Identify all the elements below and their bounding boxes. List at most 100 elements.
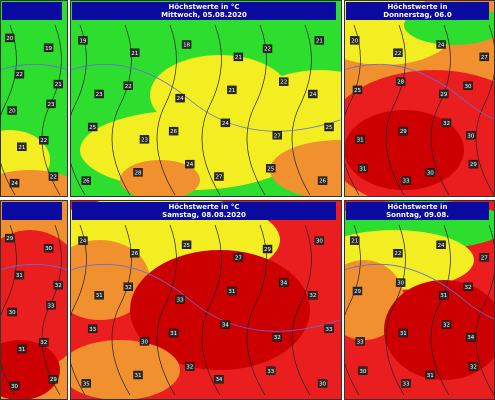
station-box — [39, 338, 49, 347]
panel-frame — [70, 0, 342, 197]
station-value: 25 — [267, 166, 274, 172]
station-value: 20 — [351, 38, 358, 44]
station-value: 30 — [465, 84, 472, 90]
station-box — [466, 131, 476, 140]
station-value: 31 — [400, 331, 407, 337]
station-box — [168, 126, 179, 136]
station-box — [87, 122, 98, 132]
station-box — [395, 77, 406, 86]
border-line — [201, 24, 222, 196]
border-line — [385, 224, 406, 396]
station-value: 27 — [235, 255, 242, 261]
station-box — [401, 176, 411, 185]
station-value: 24 — [438, 43, 445, 49]
station-value: 23 — [96, 92, 103, 98]
panel-title: Höchstwerte in °C — [169, 3, 240, 11]
river — [70, 63, 341, 132]
station-box — [175, 295, 185, 304]
station-value: 22 — [394, 51, 401, 57]
station-box — [227, 85, 237, 95]
station-box — [395, 278, 406, 287]
panel-date: Mittwoch, 05.08.2020 — [161, 11, 247, 19]
station-value: 21 — [351, 239, 358, 245]
temperature-zone — [70, 240, 150, 320]
border-line — [70, 224, 87, 396]
station-box — [214, 375, 224, 384]
station-value: 33 — [326, 327, 333, 333]
station-value: 23 — [48, 102, 55, 108]
title-bar — [72, 202, 336, 220]
panel-date: Sonntag, 09.08. — [386, 211, 449, 219]
station-value: 31 — [359, 166, 366, 172]
river — [344, 263, 495, 320]
station-box — [220, 320, 231, 329]
station-box — [133, 370, 143, 380]
station-box — [181, 240, 192, 250]
station-box — [185, 362, 195, 371]
station-box — [308, 291, 318, 300]
station-box — [48, 172, 59, 181]
station-value: 24 — [11, 181, 18, 187]
title-bar — [2, 202, 62, 220]
station-box — [358, 164, 368, 173]
station-box — [439, 89, 449, 99]
station-value: 32 — [274, 335, 281, 341]
station-box — [53, 280, 63, 290]
border-line — [430, 24, 451, 196]
station-box — [393, 248, 403, 258]
station-value: 30 — [11, 384, 18, 390]
station-value: 30 — [319, 381, 326, 387]
station-value: 33 — [177, 297, 184, 303]
station-box — [130, 48, 140, 57]
station-box — [53, 79, 63, 89]
border-line — [430, 224, 451, 396]
river — [0, 263, 68, 271]
border-line — [385, 24, 406, 196]
station-value: 28 — [135, 170, 142, 176]
station-box — [43, 43, 54, 52]
station-box — [355, 337, 365, 346]
station-value: 20 — [9, 109, 16, 115]
station-value: 25 — [354, 88, 361, 94]
panel-title: Höchstwerte in — [388, 203, 448, 211]
station-box — [466, 333, 476, 342]
station-value: 18 — [183, 43, 190, 49]
station-box — [436, 40, 446, 49]
station-value: 26 — [170, 129, 177, 135]
station-box — [46, 99, 56, 109]
station-box — [46, 301, 56, 310]
station-box — [9, 381, 20, 391]
station-value: 21 — [228, 88, 235, 94]
station-box — [463, 282, 473, 291]
station-value: 24 — [222, 121, 229, 127]
station-box — [130, 248, 140, 258]
station-value: 32 — [465, 285, 472, 291]
station-box — [7, 307, 17, 317]
station-value: 29 — [264, 247, 271, 253]
station-value: 30 — [316, 239, 323, 245]
station-box — [123, 81, 133, 90]
station-box — [324, 122, 334, 132]
panel-title: Höchstwerte in °C — [169, 203, 240, 211]
station-value: 30 — [397, 281, 404, 287]
station-value: 22 — [125, 84, 132, 90]
station-value: 30 — [9, 310, 16, 316]
border-line — [291, 24, 312, 196]
border-line — [70, 24, 87, 196]
border-line — [156, 24, 177, 196]
station-box — [87, 324, 98, 333]
river — [70, 263, 341, 332]
station-box — [262, 44, 273, 53]
station-value: 27 — [274, 133, 281, 139]
temperature-zone — [0, 230, 68, 370]
station-box — [17, 344, 27, 354]
station-box — [393, 48, 403, 57]
station-value: 31 — [440, 293, 447, 299]
river — [344, 63, 495, 120]
station-value: 31 — [18, 347, 25, 353]
station-value: 34 — [222, 323, 229, 329]
station-box — [14, 270, 25, 280]
station-box — [5, 33, 15, 43]
station-value: 32 — [125, 285, 132, 291]
